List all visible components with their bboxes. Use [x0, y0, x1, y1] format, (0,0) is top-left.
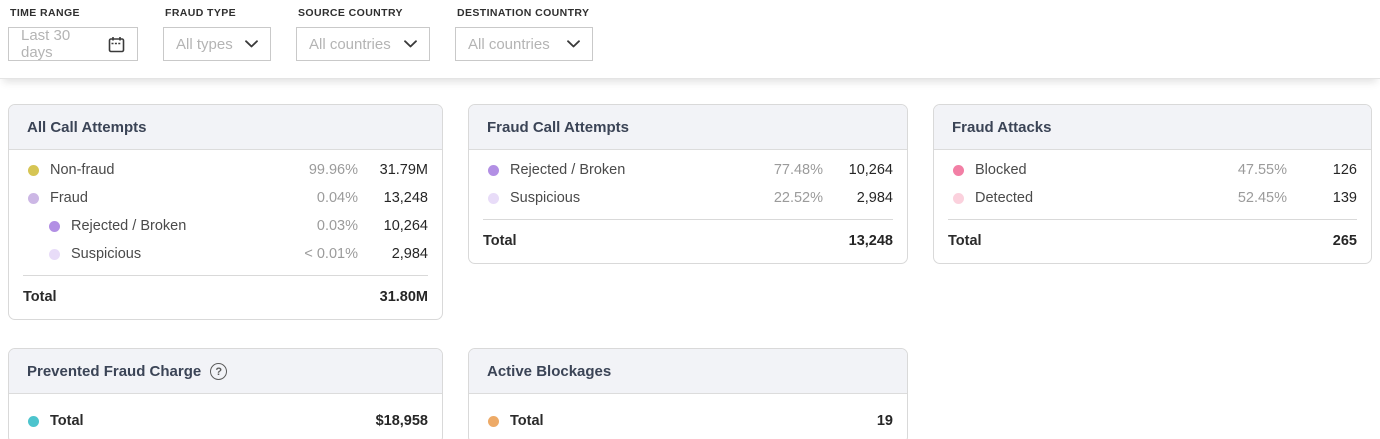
divider: [948, 219, 1357, 220]
stat-label: Non-fraud: [50, 162, 115, 178]
card-title: Fraud Call Attempts: [469, 105, 907, 150]
total-row: Total 265: [948, 220, 1357, 263]
source-country-label: SOURCE COUNTRY: [298, 7, 403, 19]
time-range-picker[interactable]: Last 30 days: [8, 27, 138, 61]
stat-value: 139: [1332, 190, 1357, 206]
stat-row-non-fraud: Non-fraud 99.96% 31.79M: [23, 156, 428, 184]
stat-percent: 0.03%: [316, 218, 358, 234]
destination-country-label: DESTINATION COUNTRY: [457, 7, 590, 19]
filter-bar: TIME RANGE Last 30 days FRAUD TYPE All t…: [0, 0, 1380, 79]
legend-dot: [488, 415, 499, 427]
divider: [23, 275, 428, 276]
fraud-type-value: All types: [176, 35, 233, 53]
fraud-type-select[interactable]: All types: [163, 27, 271, 61]
card-all-call-attempts: All Call Attempts Non-fraud 99.96% 31.79…: [8, 104, 443, 320]
total-row: Total $18,958: [23, 400, 428, 439]
stat-percent: 0.04%: [316, 190, 358, 206]
card-body: Total $18,958: [9, 394, 442, 439]
card-fraud-call-attempts: Fraud Call Attempts Rejected / Broken 77…: [468, 104, 908, 264]
legend-dot: [953, 192, 964, 204]
stats-cards-grid: All Call Attempts Non-fraud 99.96% 31.79…: [0, 79, 1380, 439]
stat-value: 2,984: [391, 246, 428, 262]
total-value: 19: [876, 413, 893, 429]
stat-label: Fraud: [50, 190, 88, 206]
stat-label: Suspicious: [71, 246, 142, 262]
chevron-down-icon: [567, 40, 580, 48]
calendar-icon[interactable]: [108, 36, 125, 53]
card-title: Active Blockages: [469, 349, 907, 394]
total-value: 265: [1332, 233, 1357, 249]
legend-dot: [49, 220, 60, 232]
legend-dot: [28, 192, 39, 204]
legend-dot: [953, 164, 964, 176]
destination-country-select[interactable]: All countries: [455, 27, 593, 61]
total-value: 13,248: [848, 233, 893, 249]
total-value: 31.80M: [379, 289, 428, 305]
stat-label: Detected: [975, 190, 1034, 206]
stat-value: 10,264: [383, 218, 428, 234]
destination-country-value: All countries: [468, 35, 550, 53]
card-header: Prevented Fraud Charge ?: [9, 349, 442, 394]
help-icon[interactable]: ?: [210, 363, 228, 380]
legend-dot: [28, 415, 39, 427]
card-title: All Call Attempts: [9, 105, 442, 150]
stat-label: Rejected / Broken: [510, 162, 626, 178]
total-label: Total: [483, 233, 517, 249]
stat-percent: 99.96%: [308, 162, 358, 178]
time-range-label: TIME RANGE: [10, 7, 80, 19]
stat-percent: < 0.01%: [304, 246, 358, 262]
stat-label: Suspicious: [510, 190, 581, 206]
stat-percent: 22.52%: [773, 190, 823, 206]
legend-dot: [488, 164, 499, 176]
total-row: Total 31.80M: [23, 276, 428, 319]
chevron-down-icon: [245, 40, 258, 48]
chevron-down-icon: [404, 40, 417, 48]
filter-time-range: TIME RANGE Last 30 days: [8, 7, 138, 61]
fraud-type-label: FRAUD TYPE: [165, 7, 237, 19]
stat-percent: 47.55%: [1237, 162, 1287, 178]
card-body: Total 19: [469, 394, 907, 439]
legend-dot: [28, 164, 39, 176]
stat-row-fraud: Fraud 0.04% 13,248: [23, 184, 428, 212]
stat-row-detected: Detected 52.45% 139: [948, 184, 1357, 212]
total-value: $18,958: [375, 413, 428, 429]
stat-value: 2,984: [856, 190, 893, 206]
stat-value: 126: [1332, 162, 1357, 178]
legend-dot: [49, 248, 60, 260]
card-title: Prevented Fraud Charge: [27, 363, 202, 380]
filter-destination-country: DESTINATION COUNTRY All countries: [455, 7, 593, 61]
stat-row-rejected-broken: Rejected / Broken 0.03% 10,264: [23, 212, 428, 240]
stat-row-rejected-broken: Rejected / Broken 77.48% 10,264: [483, 156, 893, 184]
card-prevented-fraud-charge: Prevented Fraud Charge ? Total $18,958: [8, 348, 443, 439]
total-label: Total: [50, 413, 84, 429]
filter-fraud-type: FRAUD TYPE All types: [163, 7, 271, 61]
stat-value: 13,248: [383, 190, 428, 206]
total-label: Total: [510, 413, 544, 429]
card-body: Non-fraud 99.96% 31.79M Fraud 0.04% 13,2…: [9, 150, 442, 319]
source-country-value: All countries: [309, 35, 391, 53]
total-row: Total 19: [483, 400, 893, 439]
card-fraud-attacks: Fraud Attacks Blocked 47.55% 126 Detecte…: [933, 104, 1372, 264]
card-title: Fraud Attacks: [934, 105, 1371, 150]
stat-row-suspicious: Suspicious < 0.01% 2,984: [23, 240, 428, 268]
stat-percent: 77.48%: [773, 162, 823, 178]
stat-row-blocked: Blocked 47.55% 126: [948, 156, 1357, 184]
total-row: Total 13,248: [483, 220, 893, 263]
stat-label: Rejected / Broken: [71, 218, 187, 234]
time-range-value: Last 30 days: [21, 27, 71, 61]
stat-percent: 52.45%: [1237, 190, 1287, 206]
card-body: Rejected / Broken 77.48% 10,264 Suspicio…: [469, 150, 907, 263]
stat-value: 10,264: [848, 162, 893, 178]
divider: [483, 219, 893, 220]
card-body: Blocked 47.55% 126 Detected 52.45% 139 T…: [934, 150, 1371, 263]
stat-label: Blocked: [975, 162, 1027, 178]
source-country-select[interactable]: All countries: [296, 27, 430, 61]
card-active-blockages: Active Blockages Total 19: [468, 348, 908, 439]
legend-dot: [488, 192, 499, 204]
stat-value: 31.79M: [379, 162, 428, 178]
total-label: Total: [948, 233, 982, 249]
total-label: Total: [23, 289, 57, 305]
filter-source-country: SOURCE COUNTRY All countries: [296, 7, 430, 61]
stat-row-suspicious: Suspicious 22.52% 2,984: [483, 184, 893, 212]
